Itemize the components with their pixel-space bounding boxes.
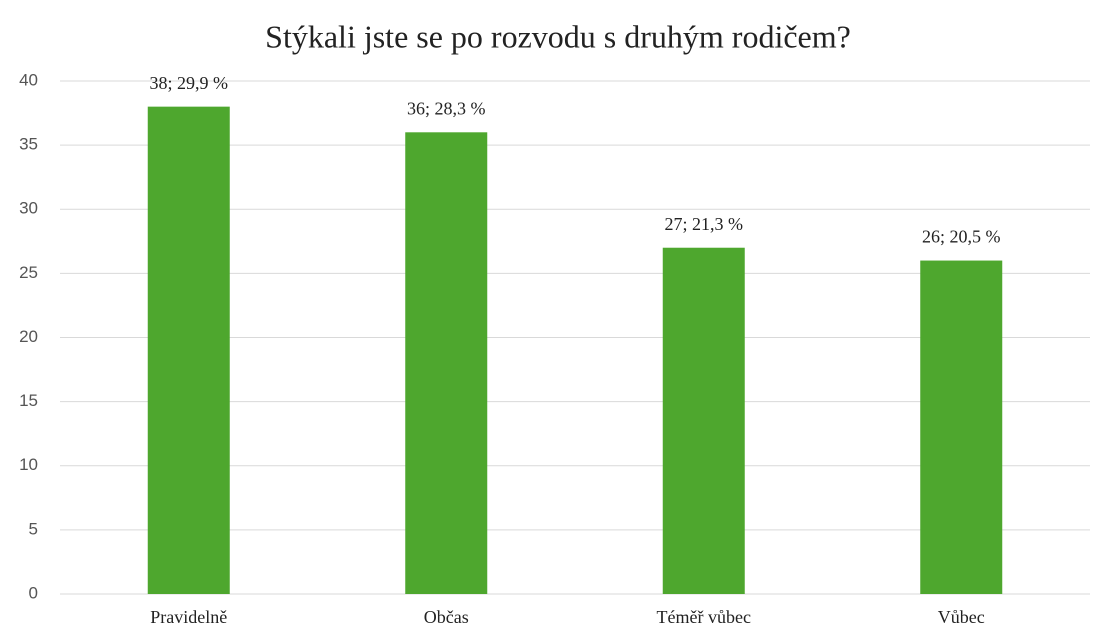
- data-label: 36; 28,3 %: [407, 98, 486, 118]
- y-tick-label: 25: [19, 263, 38, 282]
- y-tick-label: 5: [29, 519, 38, 538]
- x-tick-label: Téměř vůbec: [657, 607, 751, 627]
- x-tick-label: Občas: [424, 607, 469, 627]
- x-tick-label: Vůbec: [938, 607, 985, 627]
- y-tick-label: 40: [19, 70, 38, 89]
- bar: [147, 106, 230, 595]
- data-label: 26; 20,5 %: [922, 227, 1001, 247]
- bar: [662, 247, 745, 594]
- data-label: 27; 21,3 %: [665, 214, 744, 234]
- y-tick-label: 30: [19, 199, 38, 218]
- y-tick-label: 35: [19, 135, 38, 154]
- y-tick-label: 10: [19, 455, 38, 474]
- x-tick-label: Pravidelně: [150, 607, 227, 627]
- y-tick-label: 20: [19, 327, 38, 346]
- y-tick-label: 0: [29, 583, 38, 602]
- y-tick-label: 15: [19, 391, 38, 410]
- data-label: 38; 29,9 %: [150, 73, 229, 93]
- chart-title: Stýkali jste se po rozvodu s druhým rodi…: [265, 18, 851, 54]
- bar: [405, 132, 488, 595]
- bar: [920, 260, 1003, 594]
